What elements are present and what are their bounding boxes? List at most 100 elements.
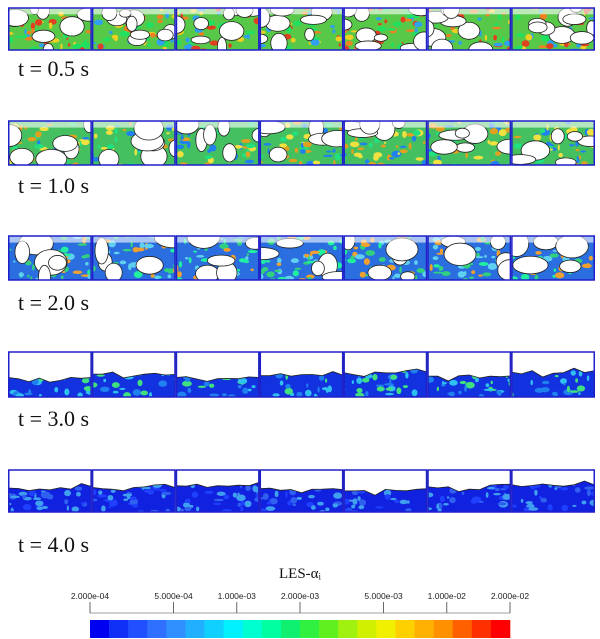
speckle [359,499,366,506]
speckle [580,150,587,153]
speckle [223,247,231,252]
bubble [321,130,344,148]
speckle [294,147,299,153]
air-region [259,352,344,377]
speckle [378,257,386,262]
speckle [458,40,463,45]
speckle [87,269,91,276]
speckle [10,507,14,512]
speckle [540,497,547,503]
speckle [427,376,435,383]
speckle [359,271,366,278]
speckle [375,384,385,387]
speckle [513,143,523,149]
speckle [196,506,200,512]
colorbar-band [414,620,434,638]
panel-frame [259,235,344,281]
speckle [213,502,222,505]
speckle [368,142,373,148]
time-label: t = 2.0 s [18,290,89,315]
speckle [132,503,138,508]
panel-frame [427,120,512,166]
speckle [298,160,303,165]
speckle [93,19,104,26]
speckle [333,492,343,499]
speckle [469,262,474,266]
speckle [167,274,172,279]
speckle [279,380,284,386]
speckle [530,380,533,386]
speckle [465,381,475,389]
bubble [512,255,549,275]
speckle [483,388,494,392]
speckle [183,502,191,508]
speckle [350,30,358,33]
panel-frame [91,469,176,513]
speckle [355,392,364,397]
panel [91,470,176,512]
speckle [363,258,370,265]
speckle [440,495,445,503]
speckle [515,45,523,50]
free-surface [259,121,344,128]
panel [343,236,428,280]
speckle [317,501,324,506]
speckle [106,144,115,150]
speckle [188,257,192,264]
panel-frame [8,120,92,166]
speckle [538,45,547,49]
speckle [566,385,570,393]
speckle [389,379,392,385]
speckle [405,133,415,137]
colorbar-band [490,620,511,638]
speckle [213,498,224,502]
speckle [372,374,378,381]
speckle [576,43,582,48]
speckle [501,36,505,43]
free-surface [427,236,512,243]
speckle [267,148,270,155]
speckle [185,37,190,43]
speckle [129,262,138,268]
speckle [60,275,64,280]
speckle [85,30,92,34]
air-region [175,470,260,488]
speckle [586,489,591,497]
bubble [129,29,150,40]
speckle [99,386,110,393]
colorbar-tick-label: 1.000e-03 [218,591,257,601]
speckle [578,155,581,160]
speckle [259,30,266,34]
panel-frame [259,351,344,398]
speckle [586,263,591,269]
speckle [277,257,282,264]
speckle [513,135,522,139]
speckle [520,498,524,503]
speckle [383,141,387,144]
colorbar-band [128,620,148,638]
speckle [487,263,497,270]
speckle [110,489,116,493]
panel [343,121,428,165]
speckle [588,255,593,261]
colorbar-band [319,620,339,638]
panel [91,236,176,280]
speckle [486,486,496,490]
speckle [187,43,191,48]
speckle [54,387,59,393]
speckle [300,149,306,154]
speckle [114,136,118,143]
panel [259,8,344,50]
speckle [400,16,406,23]
speckle [114,127,118,135]
speckle [259,508,267,512]
speckle [344,34,354,40]
speckle [515,14,521,20]
speckle [352,498,358,505]
speckle [356,377,363,385]
speckle [493,42,503,47]
bubble [413,31,428,50]
bubble [59,16,85,37]
speckle [29,46,40,50]
speckle [436,252,444,255]
